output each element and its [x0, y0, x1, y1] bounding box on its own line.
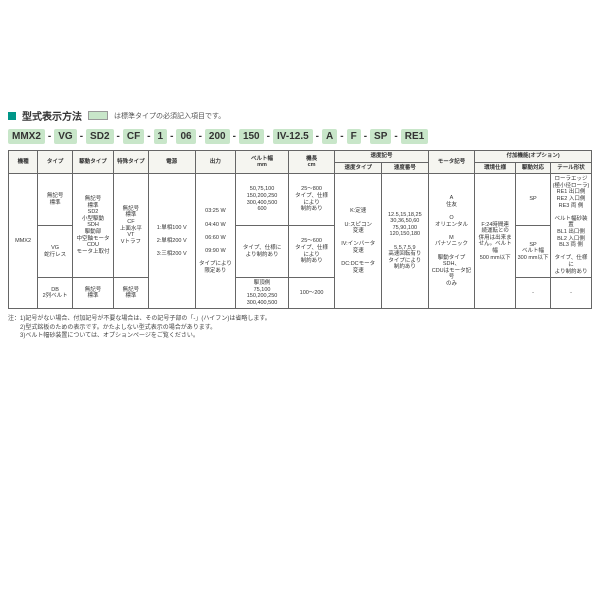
c-type1: 無記号標準: [38, 174, 73, 226]
h-len: 機長cm: [288, 151, 335, 174]
spec-table: 機種 タイプ 駆動タイプ 特殊タイプ 電源 出力 ベルト幅mm 機長cm 速度記…: [8, 150, 592, 309]
h-da: 駆動対応: [516, 162, 551, 174]
title-note: は標準タイプの必須記入項目です。: [114, 111, 225, 121]
c-da3: -: [516, 278, 551, 309]
dash: -: [316, 131, 319, 142]
model-segment: A: [322, 129, 337, 144]
dash: -: [267, 131, 270, 142]
c-tail3: -: [551, 278, 592, 309]
c-drive3: 無記号標準: [73, 278, 114, 309]
model-segment: 1: [154, 129, 168, 144]
h-power: 電源: [148, 151, 195, 174]
dash: -: [233, 131, 236, 142]
h-speed: 速度記号: [335, 151, 428, 163]
c-tail1: ローラエッジ(極小径ローラ)RE1 出口側RE2 入口側RE3 両 側ベルト幅砂…: [551, 174, 592, 278]
c-speed-n: 12.5,15,18,2530,36,50,6075,90,100120,150…: [382, 174, 429, 309]
c-motor: A住友OオリエンタルMパナソニック駆動タイプSDH、CDUはモータ記号のみ: [428, 174, 475, 309]
c-type2: VG蛇行レス: [38, 226, 73, 278]
legend-swatch: [88, 111, 108, 120]
c-output: 03:25 W04:40 W06:60 W09:90 Wタイプにより限定あり: [195, 174, 236, 309]
c-special1: 無記号標準CF上面水平VTVトラフ: [113, 174, 148, 278]
table-row: MMX2 無記号標準 無記号標準SD2小型駆動SDH駆動部中空軸モータCDUモー…: [9, 174, 592, 226]
dash: -: [117, 131, 120, 142]
dash: -: [364, 131, 367, 142]
h-opt: 付加機能(オプション): [475, 151, 592, 163]
c-belt3: 駆頂側75,100150,200,250300,400,500: [236, 278, 288, 309]
dash: -: [170, 131, 173, 142]
c-special3: 無記号標準: [113, 278, 148, 309]
dash: -: [394, 131, 397, 142]
h-motor: モータ記号: [428, 151, 475, 174]
header-row-1: 機種 タイプ 駆動タイプ 特殊タイプ 電源 出力 ベルト幅mm 機長cm 速度記…: [9, 151, 592, 163]
model-segment: SD2: [86, 129, 113, 144]
h-env: 環境仕様: [475, 162, 516, 174]
h-output: 出力: [195, 151, 236, 174]
footnote-line: 3)ベルト幅砂装置については、オプションページをご覧ください。: [8, 332, 592, 340]
title-square: [8, 112, 16, 120]
h-type: タイプ: [38, 151, 73, 174]
c-env: F:24時間連続運転との併用は出来ません。ベルト幅500 mm以下: [475, 174, 516, 309]
model-segment: RE1: [401, 129, 428, 144]
model-row: MMX2-VG-SD2-CF-1-06-200-150-IV-12.5-A-F-…: [8, 129, 592, 144]
c-kishu: MMX2: [9, 174, 38, 309]
c-da2: SPベルト幅300 mm以下: [516, 226, 551, 278]
model-segment: 150: [239, 129, 264, 144]
footnote-line: 注：1)記号がない場合、付加記号が不要な場合は、その記号子部の「-」(ハイフン)…: [8, 315, 592, 323]
title-text: 型式表示方法: [22, 108, 82, 123]
h-speed-n: 速度番号: [382, 162, 429, 174]
model-segment: VG: [54, 129, 76, 144]
model-segment: F: [347, 129, 361, 144]
h-special: 特殊タイプ: [113, 151, 148, 174]
footnote-line: 2)型式銘板のための表示です。かたよしない型式表示の場合があります。: [8, 324, 592, 332]
dash: -: [80, 131, 83, 142]
c-len3: 100〜200: [288, 278, 335, 309]
dash: -: [340, 131, 343, 142]
h-drive: 駆動タイプ: [73, 151, 114, 174]
c-speed-t: K:定速U:スピコン変速IV:インバータ変速DC:DCモータ変速: [335, 174, 382, 309]
h-kishu: 機種: [9, 151, 38, 174]
h-belt: ベルト幅mm: [236, 151, 288, 174]
model-segment: IV-12.5: [273, 129, 313, 144]
c-power: 1:単相100 V2:単相200 V3:三相200 V: [148, 174, 195, 309]
c-type3: DB2列ベルト: [38, 278, 73, 309]
c-len1: 25〜800タイプ、仕様により制約あり: [288, 174, 335, 226]
model-segment: SP: [370, 129, 391, 144]
dash: -: [48, 131, 51, 142]
title-row: 型式表示方法 は標準タイプの必須記入項目です。: [8, 108, 592, 123]
c-belt2: タイプ、仕様により制約あり: [236, 226, 288, 278]
model-segment: 200: [205, 129, 230, 144]
model-segment: MMX2: [8, 129, 45, 144]
c-len2: 25〜600タイプ、仕様により制約あり: [288, 226, 335, 278]
footnotes: 注：1)記号がない場合、付加記号が不要な場合は、その記号子部の「-」(ハイフン)…: [8, 315, 592, 340]
c-belt1: 50,75,100150,200,250300,400,500600: [236, 174, 288, 226]
h-speed-t: 速度タイプ: [335, 162, 382, 174]
h-tail: テール形状: [551, 162, 592, 174]
model-segment: 06: [176, 129, 195, 144]
dash: -: [199, 131, 202, 142]
c-da1: SP: [516, 174, 551, 226]
dash: -: [147, 131, 150, 142]
c-drive1: 無記号標準SD2小型駆動SDH駆動部中空軸モータCDUモータ上取付: [73, 174, 114, 278]
model-segment: CF: [123, 129, 144, 144]
